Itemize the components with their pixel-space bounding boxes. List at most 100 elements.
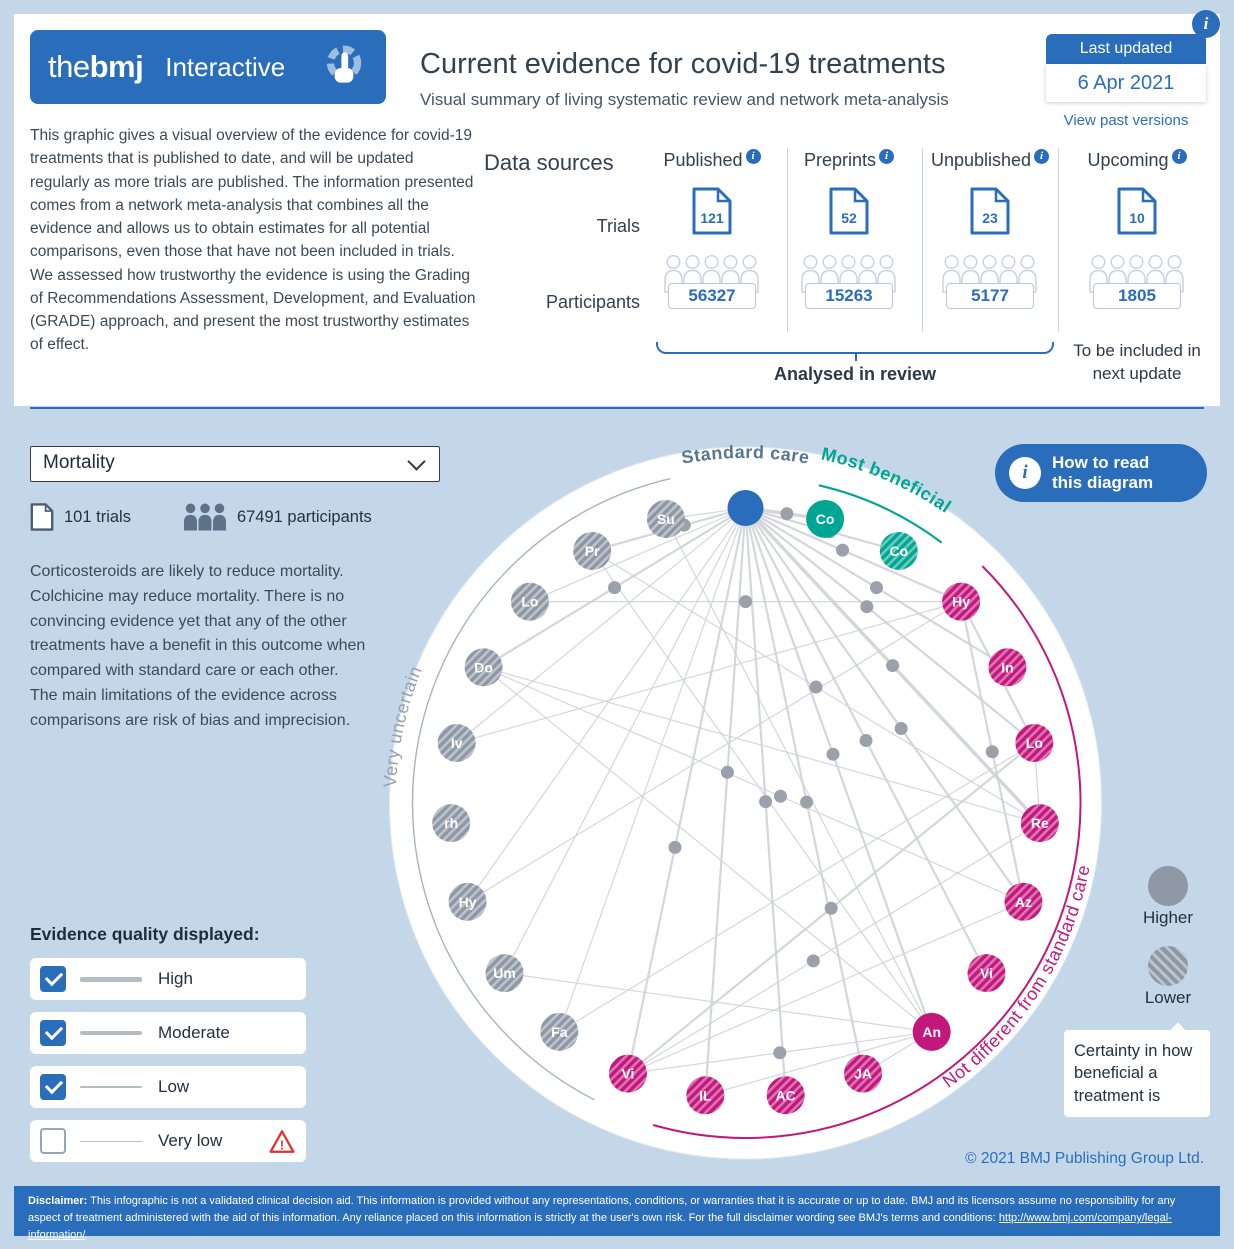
svg-text:Co: Co — [816, 511, 835, 527]
evidence-row-high[interactable]: High — [30, 958, 306, 1000]
svg-text:10: 10 — [1129, 210, 1145, 226]
info-icon[interactable]: i — [1034, 148, 1050, 164]
node-Co[interactable]: Co — [806, 499, 845, 538]
outcome-selected-value: Mortality — [43, 452, 115, 473]
participants-icon — [183, 503, 226, 530]
info-icon[interactable]: i — [745, 148, 761, 164]
outcome-summary: Corticosteroids are likely to reduce mor… — [30, 563, 366, 729]
node-Lo[interactable]: Lo — [510, 582, 549, 621]
trials-row-label: Trials — [596, 216, 640, 236]
node-Re[interactable]: Re — [1020, 804, 1059, 843]
disclaimer-text: This infographic is not a validated clin… — [28, 1195, 1176, 1225]
line-weight-sample — [80, 1140, 142, 1142]
checkbox-high[interactable] — [40, 966, 66, 992]
node-An[interactable]: An — [912, 1012, 951, 1051]
line-weight-sample — [80, 976, 142, 982]
trials-stat: 101 trials — [64, 507, 131, 526]
svg-text:Vi: Vi — [621, 1066, 634, 1082]
page-subtitle: Visual summary of living systematic revi… — [420, 90, 949, 109]
last-updated-badge: Last updated 6 Apr 2021 — [1046, 34, 1206, 102]
view-past-versions-link[interactable]: View past versions — [1063, 112, 1189, 129]
svg-text:Hy: Hy — [952, 594, 970, 610]
participants-count: 1805 — [1093, 283, 1181, 309]
trials-document-icon: 121 — [692, 187, 732, 235]
trials-document-icon: 10 — [1117, 187, 1157, 235]
node-JA[interactable]: JA — [844, 1054, 883, 1093]
participants-count: 5177 — [946, 283, 1034, 309]
column-header: Preprints i — [784, 134, 914, 171]
node-standard-care[interactable] — [727, 490, 764, 526]
analysed-in-review-bracket — [656, 342, 1054, 361]
outcome-dropdown[interactable]: Mortality — [30, 446, 440, 482]
logo-interactive-label: Interactive — [165, 51, 286, 82]
column-separator — [787, 148, 788, 332]
most-beneficial-arc — [818, 484, 943, 544]
node-Az[interactable]: Az — [1004, 882, 1043, 921]
svg-text:Um: Um — [493, 965, 516, 981]
svg-text:23: 23 — [982, 210, 998, 226]
node-Su[interactable]: Su — [646, 499, 685, 538]
info-icon[interactable]: i — [1192, 10, 1220, 38]
node-Lo[interactable]: Lo — [1015, 723, 1054, 762]
upcoming-note: To be included in next update — [1073, 341, 1201, 383]
node-Vi[interactable]: Vi — [608, 1054, 647, 1093]
svg-text:Su: Su — [657, 511, 675, 527]
header-section: the bmj Interactive Current evidence for… — [14, 14, 1220, 406]
bmj-logo[interactable]: the bmj Interactive — [30, 30, 386, 104]
disclaimer-label: Disclaimer: — [28, 1195, 88, 1207]
trials-document-icon: 52 — [829, 187, 869, 235]
participants-stat: 67491 participants — [236, 507, 372, 526]
participants-row-label: Participants — [545, 292, 640, 312]
evidence-quality-heading: Evidence quality displayed: — [30, 924, 260, 944]
trials-document-icon: 23 — [970, 187, 1010, 235]
svg-text:JA: JA — [854, 1066, 872, 1082]
node-Hy[interactable]: Hy — [942, 582, 981, 621]
page-title: Current evidence for covid-19 treatments — [420, 48, 946, 80]
trials-doc-icon — [30, 503, 54, 531]
svg-text:In: In — [1001, 659, 1013, 675]
evidence-quality-list: High Moderate Low Very low ! — [30, 958, 306, 1174]
node-Co[interactable]: Co — [879, 531, 918, 570]
node-In[interactable]: In — [988, 648, 1027, 687]
svg-text:121: 121 — [700, 210, 724, 226]
svg-text:!: ! — [280, 1138, 284, 1152]
line-weight-sample — [80, 1031, 142, 1035]
evidence-row-very-low[interactable]: Very low ! — [30, 1120, 306, 1162]
node-rh[interactable]: rh — [432, 804, 471, 843]
svg-text:Co: Co — [889, 543, 908, 559]
svg-text:Pr: Pr — [585, 543, 600, 559]
node-Iv[interactable]: Iv — [437, 723, 476, 762]
column-header: Published i — [647, 134, 777, 171]
data-source-column-preprints: Preprints i 52 15263 — [784, 134, 914, 309]
logo-the: the — [48, 49, 90, 84]
node-AC[interactable]: AC — [766, 1076, 805, 1115]
disclaimer-link[interactable]: http://www.bmj.com/company/legal-informa… — [28, 1212, 1172, 1242]
data-sources-panel: Data sources Trials Participants Publish… — [484, 134, 1208, 402]
checkbox-very-low[interactable] — [40, 1128, 66, 1154]
node-IL[interactable]: IL — [686, 1076, 725, 1115]
checkbox-moderate[interactable] — [40, 1020, 66, 1046]
data-source-column-published: Published i 121 56327 — [647, 134, 777, 309]
outcome-stats: 101 trials 67491 participants — [30, 502, 372, 532]
node-Vi[interactable]: Vi — [967, 954, 1006, 993]
how-to-read-button[interactable]: i How to read this diagram — [995, 444, 1207, 502]
column-header: Unpublished i — [925, 134, 1055, 171]
disclaimer-footer: Disclaimer: This infographic is not a va… — [14, 1186, 1220, 1241]
intro-paragraph: This graphic gives a visual overview of … — [30, 127, 476, 354]
info-icon[interactable]: i — [1171, 148, 1187, 164]
node-Fa[interactable]: Fa — [540, 1012, 579, 1051]
evidence-row-moderate[interactable]: Moderate — [30, 1012, 306, 1054]
evidence-row-low[interactable]: Low — [30, 1066, 306, 1108]
node-Um[interactable]: Um — [485, 954, 524, 993]
column-separator — [922, 148, 923, 332]
node-Do[interactable]: Do — [464, 648, 503, 687]
node-Pr[interactable]: Pr — [573, 531, 612, 570]
svg-text:Vi: Vi — [980, 965, 993, 981]
info-icon[interactable]: i — [879, 148, 895, 164]
warning-icon: ! — [269, 1129, 295, 1153]
checkbox-low[interactable] — [40, 1074, 66, 1100]
data-source-column-unpublished: Unpublished i 23 5177 — [925, 134, 1055, 309]
info-icon: i — [1009, 457, 1041, 489]
node-Hy[interactable]: Hy — [448, 882, 487, 921]
